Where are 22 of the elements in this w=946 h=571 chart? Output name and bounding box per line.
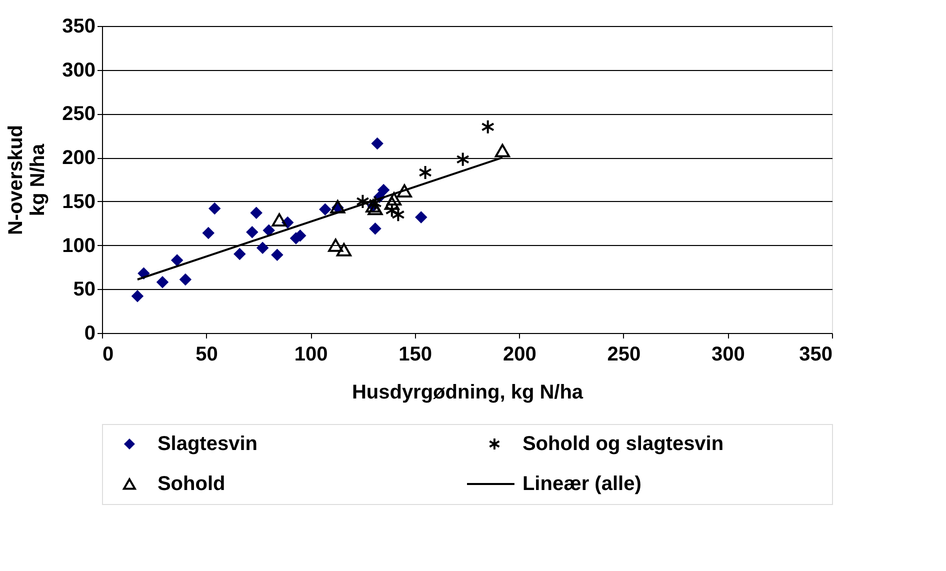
y-axis-title: N-overskud kg N/ha bbox=[5, 124, 50, 236]
x-tick-label: 150 bbox=[398, 344, 432, 366]
x-tick-label: 100 bbox=[294, 344, 328, 366]
y-tick-label: 200 bbox=[62, 147, 96, 170]
x-tick-label: 300 bbox=[712, 344, 745, 366]
legend-label: Slagtesvin bbox=[157, 433, 258, 455]
y-tick-label: 0 bbox=[84, 322, 96, 344]
x-tick-label: 0 bbox=[102, 344, 114, 366]
legend-label: Sohold og slagtesvin bbox=[522, 433, 724, 455]
x-tick-label: 200 bbox=[502, 344, 536, 366]
x-tick-label: 250 bbox=[607, 344, 641, 366]
y-tick-label: 150 bbox=[62, 190, 96, 213]
legend-label: Sohold bbox=[157, 473, 226, 495]
y-tick-label: 350 bbox=[62, 16, 96, 38]
y-tick-label: 250 bbox=[62, 103, 96, 126]
x-axis-title: Husdyrgødning, kg N/ha bbox=[352, 382, 584, 404]
x-tick-label: 350 bbox=[799, 344, 832, 366]
y-tick-label: 100 bbox=[62, 234, 96, 257]
y-tick-label: 50 bbox=[73, 278, 96, 301]
legend-label: Lineær (alle) bbox=[522, 473, 642, 495]
y-tick-label: 300 bbox=[62, 59, 96, 82]
x-tick-label: 50 bbox=[196, 344, 218, 366]
